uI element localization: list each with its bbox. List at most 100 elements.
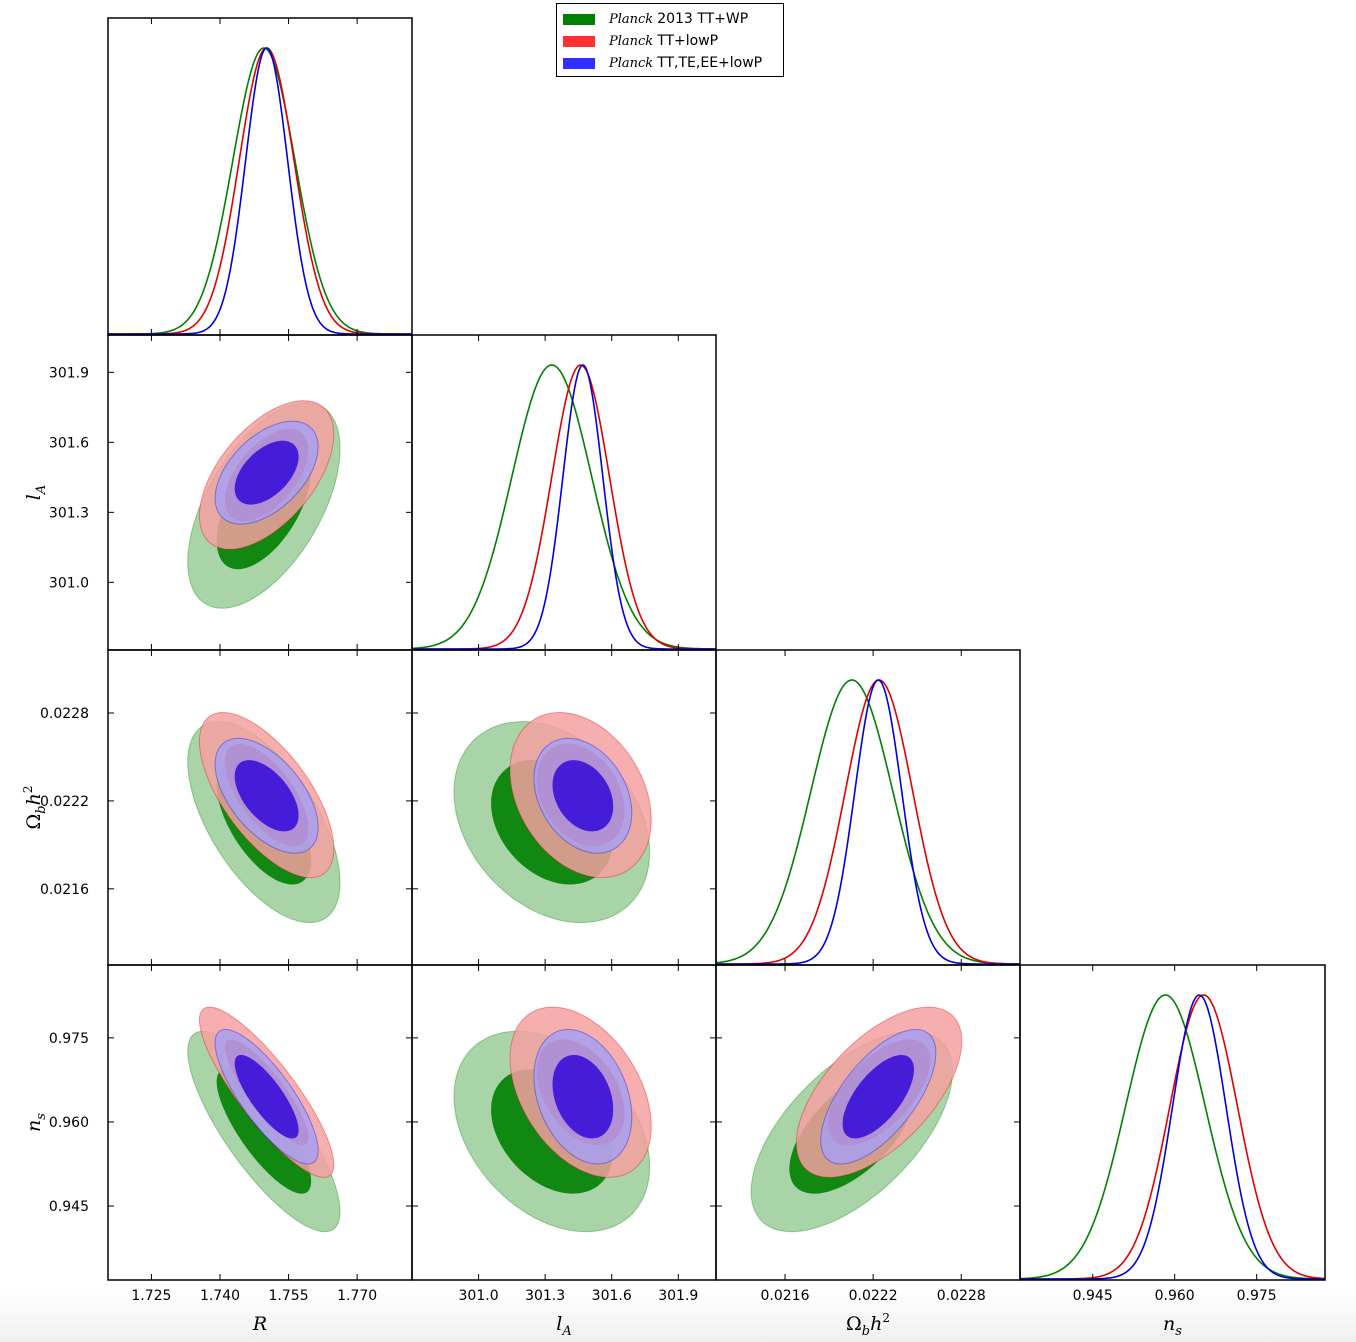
panel-obh2-obh2 [715, 649, 1021, 966]
x-tick-label: 1.770 [337, 1288, 377, 1304]
panel-lA-R [107, 334, 413, 651]
panel-frame [107, 17, 413, 336]
x-tick-label: 1.755 [269, 1288, 309, 1304]
marginal-curve-1 [1020, 994, 1325, 1280]
contour-68-series-2 [234, 1055, 299, 1139]
x-tick-label: 301.3 [525, 1288, 565, 1304]
axis-label-obh2: Ωbh2 [21, 786, 49, 830]
axis-label-obh2: Ωbh2 [846, 1311, 890, 1339]
legend-item-planck-tt-lowp: Planck TT+lowP [563, 31, 718, 51]
axis-label-lA: lA [556, 1313, 571, 1339]
contour-68-series-2 [552, 1055, 614, 1139]
axis-label-text: ns [1163, 1313, 1182, 1339]
x-tick-labels-obh2: 0.0216 0.0222 0.0228 [761, 1288, 986, 1304]
background-gradient [0, 1290, 1356, 1342]
x-tick-labels-R: 1.725 1.740 1.755 1.770 [131, 1288, 377, 1304]
x-tick-label: 0.0222 [849, 1288, 898, 1304]
y-tick-label: 0.945 [49, 1199, 89, 1215]
marginal-curve-0 [108, 47, 412, 335]
panel-frame [411, 334, 717, 651]
marginal-curve-2 [1020, 994, 1325, 1280]
legend-item-planck-tt-te-ee-lowp: Planck TT,TE,EE+lowP [563, 53, 762, 73]
panel-ns-ns [1019, 964, 1326, 1281]
y-tick-label: 301.3 [49, 505, 89, 521]
marginal-curve-2 [108, 47, 412, 335]
panel-content [453, 711, 652, 924]
marginal-curve-1 [412, 364, 716, 650]
panel-lA-lA [411, 334, 717, 651]
y-tick-label: 0.0228 [40, 706, 89, 722]
contour-68-series-2 [234, 760, 299, 832]
y-tick-labels-obh2: 0.0216 0.0222 0.0228 [40, 706, 89, 898]
legend: Planck 2013 TT+WP Planck TT+lowP Planck TT,… [556, 3, 784, 77]
panel-ns-R [107, 964, 413, 1281]
axis-label-text: R [252, 1313, 267, 1335]
axis-label-text: lA [556, 1313, 571, 1339]
panel-content [750, 1006, 963, 1233]
contour-68-series-2 [234, 440, 299, 505]
x-tick-label: 0.0216 [761, 1288, 810, 1304]
legend-label-italic: Planck [609, 34, 654, 49]
legend-label: 2013 TT+WP [657, 11, 749, 27]
legend-swatch-blue [563, 57, 595, 69]
y-tick-label: 301.9 [49, 365, 89, 381]
y-tick-label: 0.0216 [40, 882, 89, 898]
panel-obh2-lA [411, 649, 717, 966]
x-tick-label: 1.740 [200, 1288, 240, 1304]
legend-label-italic: Planck [609, 56, 654, 71]
panel-content [716, 679, 1020, 965]
legend-swatch-red [563, 35, 595, 47]
panel-frame [1019, 964, 1326, 1281]
x-tick-label: 301.6 [592, 1288, 632, 1304]
panel-obh2-R [107, 649, 413, 966]
axis-label-text: Ωbh2 [21, 786, 49, 830]
axis-label-text: Ωbh2 [846, 1311, 890, 1339]
legend-swatch-green [563, 13, 595, 25]
marginal-curve-2 [412, 364, 716, 650]
legend-label: TT+lowP [657, 33, 719, 49]
axis-label-text: ns [23, 1113, 49, 1132]
marginal-curve-0 [716, 679, 1020, 965]
panel-ns-lA [411, 964, 717, 1281]
x-tick-label: 0.945 [1073, 1288, 1113, 1304]
y-tick-labels-ns: 0.945 0.960 0.975 [49, 1031, 89, 1215]
legend-label-italic: Planck [609, 12, 654, 27]
x-tick-label: 0.975 [1237, 1288, 1277, 1304]
axis-label-R: R [252, 1313, 267, 1335]
x-tick-labels-lA: 301.0 301.3 301.6 301.9 [459, 1288, 699, 1304]
x-tick-label: 0.0228 [937, 1288, 986, 1304]
legend-item-planck2013: Planck 2013 TT+WP [563, 9, 748, 29]
panel-content [187, 400, 341, 609]
panel-frame [715, 649, 1021, 966]
x-tick-label: 301.9 [658, 1288, 698, 1304]
marginal-curve-1 [108, 47, 412, 335]
panel-R-R [107, 17, 413, 336]
axis-label-text: lA [23, 485, 49, 500]
y-tick-label: 0.960 [49, 1115, 89, 1131]
panel-content [108, 47, 412, 335]
axis-label-ns: ns [23, 1113, 49, 1132]
x-tick-label: 1.725 [131, 1288, 171, 1304]
y-tick-labels-lA: 301.0 301.3 301.6 301.9 [49, 365, 89, 591]
panel-content [412, 364, 716, 650]
panel-content [187, 1006, 341, 1233]
marginal-curve-0 [412, 364, 716, 650]
marginal-curve-2 [716, 679, 1020, 965]
y-tick-label: 0.975 [49, 1031, 89, 1047]
marginal-curve-0 [1020, 994, 1325, 1280]
legend-label: TT,TE,EE+lowP [657, 55, 763, 71]
y-tick-label: 301.0 [49, 575, 89, 591]
x-tick-label: 301.0 [459, 1288, 499, 1304]
x-tick-labels-ns: 0.945 0.960 0.975 [1073, 1288, 1277, 1304]
panel-ns-obh2 [715, 964, 1021, 1281]
contour-68-series-2 [842, 1055, 914, 1139]
x-tick-label: 0.960 [1155, 1288, 1195, 1304]
axis-label-lA: lA [23, 485, 49, 500]
axis-label-ns: ns [1163, 1313, 1182, 1339]
y-tick-label: 0.0222 [40, 794, 89, 810]
panel-content [453, 1006, 652, 1233]
panel-content [187, 711, 341, 924]
y-tick-label: 301.6 [49, 435, 89, 451]
panel-content [1020, 994, 1325, 1280]
